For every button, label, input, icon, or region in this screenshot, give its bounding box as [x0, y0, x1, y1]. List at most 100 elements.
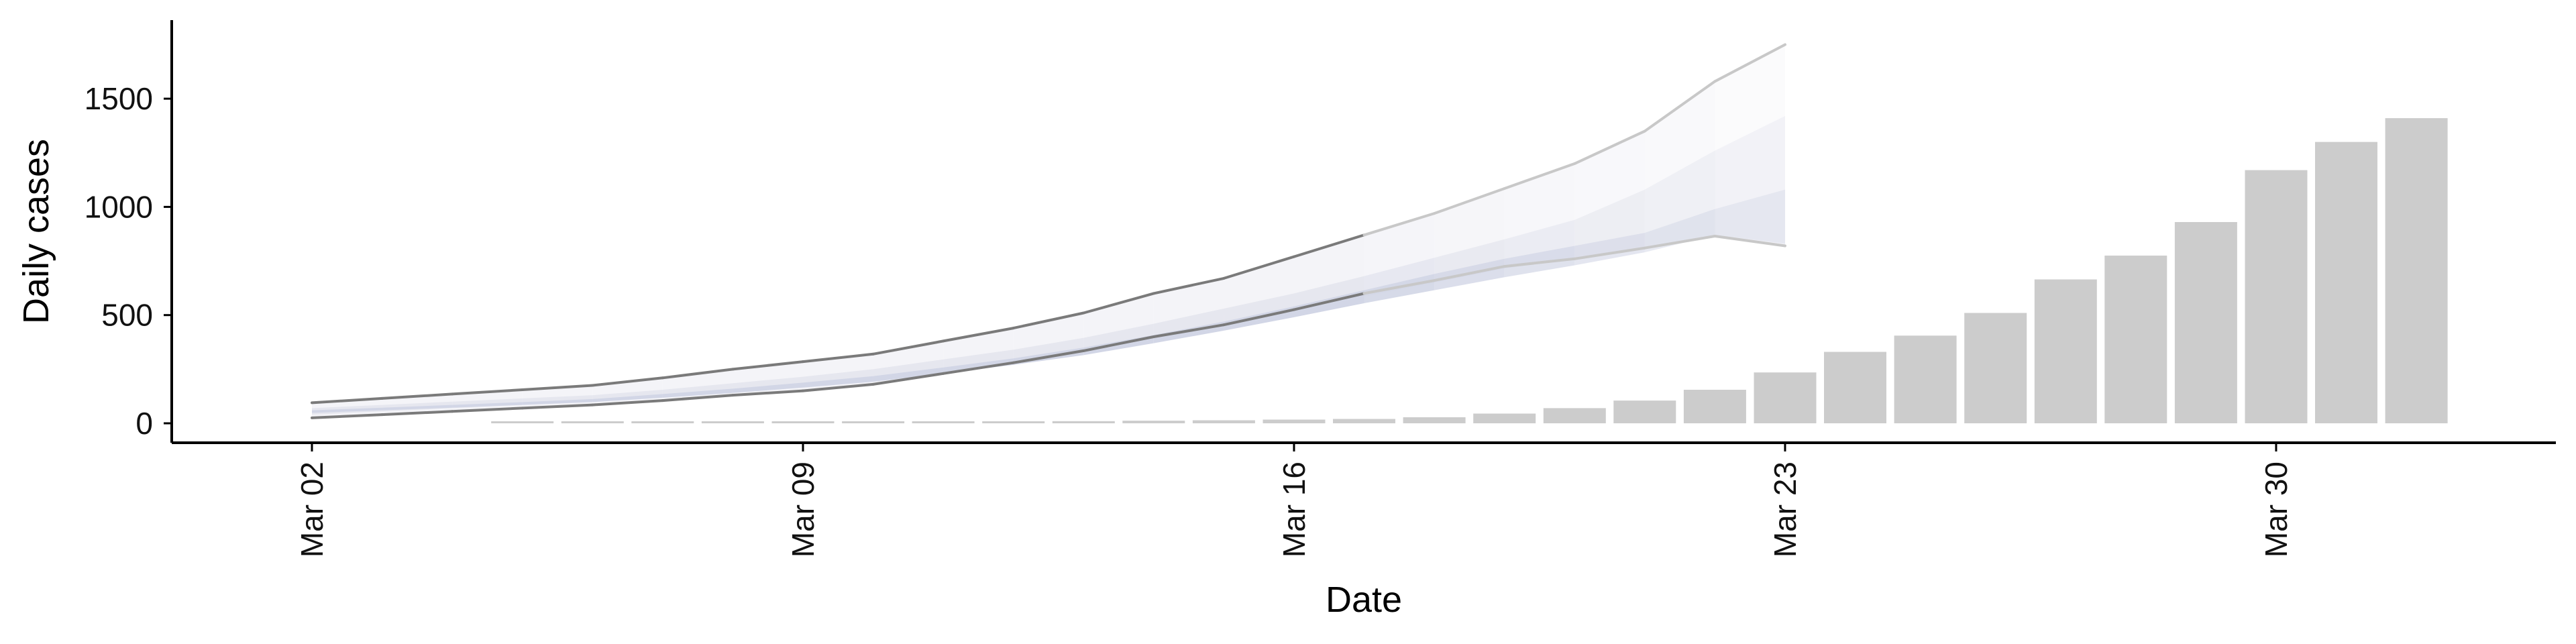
- forecast-upper-line: [871, 339, 945, 356]
- inner-band-segment: [1715, 115, 1785, 246]
- bar: [2174, 222, 2237, 423]
- inner-band-segment: [1083, 323, 1154, 350]
- bar: [771, 421, 835, 423]
- forecast-upper-line: [1082, 292, 1155, 315]
- bar: [2034, 279, 2097, 423]
- forecast-lower-line: [521, 403, 594, 410]
- bar: [561, 421, 624, 423]
- bar: [1403, 417, 1466, 423]
- forecast-upper-line: [1362, 212, 1436, 237]
- forecast-upper-line: [1152, 276, 1226, 295]
- inner-band-segment: [943, 350, 1014, 370]
- bar: [2245, 170, 2308, 423]
- core-band-segment: [1715, 189, 1785, 244]
- x-tick-label: Mar 30: [2259, 462, 2294, 557]
- core-band-segment: [522, 398, 593, 405]
- bar: [912, 421, 975, 423]
- inner-band-segment: [1224, 293, 1294, 325]
- bar: [2315, 142, 2377, 423]
- core-band-segment: [452, 402, 523, 408]
- core-band-segment: [662, 388, 733, 398]
- core-band-segment: [1644, 209, 1715, 253]
- forecast-upper-line: [1222, 255, 1295, 280]
- forecast-lower-line: [1293, 292, 1366, 311]
- y-tick-label: 500: [101, 298, 153, 333]
- bar: [1473, 413, 1536, 423]
- core-band-segment: [1364, 274, 1435, 303]
- x-tick-label: Mar 09: [786, 462, 820, 557]
- forecast-lower-line: [1012, 349, 1085, 364]
- forecast-upper-line: [802, 352, 875, 364]
- bar: [842, 421, 905, 423]
- forecast-upper-line: [380, 392, 454, 400]
- bar: [491, 421, 554, 423]
- forecast-lower-line: [1713, 235, 1786, 248]
- core-band-segment: [873, 367, 944, 382]
- bar: [2385, 118, 2448, 423]
- forecast-upper-line: [1293, 233, 1366, 258]
- core-band-segment: [733, 382, 803, 393]
- bar: [1263, 419, 1326, 423]
- x-axis-title: Date: [1326, 580, 1402, 620]
- forecast-upper-line: [311, 396, 384, 405]
- forecast-upper-line: [1713, 43, 1786, 83]
- bar: [982, 421, 1045, 423]
- bar-series: [491, 118, 2448, 423]
- forecast-upper-line: [1503, 162, 1576, 190]
- forecast-lower-line: [1222, 308, 1295, 327]
- y-axis-ticks: 0 500 1000 1500: [85, 81, 172, 441]
- bar: [1683, 390, 1746, 423]
- forecast-upper-line: [521, 384, 594, 391]
- forecast-lower-line: [871, 372, 945, 386]
- x-tick-label: Mar 02: [294, 462, 329, 557]
- bar: [1543, 408, 1606, 423]
- forecast-lower-line: [802, 382, 875, 392]
- forecast-lower-line: [1433, 265, 1506, 282]
- x-tick-label: Mar 23: [1768, 462, 1803, 557]
- forecast-lower-line: [1152, 323, 1226, 338]
- y-tick-label: 1000: [85, 189, 153, 224]
- bar: [1824, 352, 1886, 423]
- forecast-lower-line: [661, 394, 735, 402]
- forecast-lower-line: [591, 399, 664, 407]
- bar: [1613, 400, 1676, 423]
- bar: [701, 421, 764, 423]
- forecast-lower-line: [1643, 235, 1717, 250]
- forecast-upper-line: [591, 376, 664, 387]
- forecast-upper-line: [731, 360, 804, 371]
- bar: [2104, 256, 2167, 423]
- forecast-upper-line: [1573, 129, 1646, 165]
- forecast-lower-line: [1503, 257, 1576, 268]
- core-band-segment: [803, 376, 873, 388]
- forecast-lower-line: [451, 407, 524, 413]
- forecast-upper-line: [1012, 311, 1085, 330]
- forecast-bands: [311, 43, 1786, 419]
- forecast-lower-line: [731, 389, 804, 397]
- forecast-lower-line: [1082, 335, 1155, 352]
- outer-band-segment: [1715, 44, 1785, 246]
- bar: [1894, 335, 1957, 423]
- inner-band-segment: [1013, 337, 1084, 361]
- inner-band-segment: [1153, 309, 1224, 337]
- bar: [1052, 421, 1115, 423]
- bar: [1964, 313, 2027, 423]
- forecast-upper-line: [661, 368, 735, 380]
- forecast-lower-line: [942, 361, 1015, 375]
- y-tick-label: 0: [136, 406, 153, 441]
- forecast-upper-line: [942, 327, 1015, 343]
- bar: [631, 421, 694, 423]
- forecast-upper-line: [1433, 187, 1506, 215]
- core-band-segment: [382, 405, 453, 411]
- forecast-upper-line: [451, 388, 524, 396]
- inner-band-segment: [1294, 276, 1364, 311]
- core-band-segment: [592, 394, 663, 402]
- forecast-lower-line: [1362, 279, 1436, 295]
- forecast-lower-line: [311, 413, 384, 419]
- core-band-segment: [312, 407, 382, 413]
- forecast-lower-line: [1573, 246, 1646, 260]
- bar: [1122, 421, 1185, 423]
- forecast-upper-line: [1643, 80, 1717, 133]
- bar: [1333, 419, 1395, 423]
- bar: [1754, 372, 1817, 423]
